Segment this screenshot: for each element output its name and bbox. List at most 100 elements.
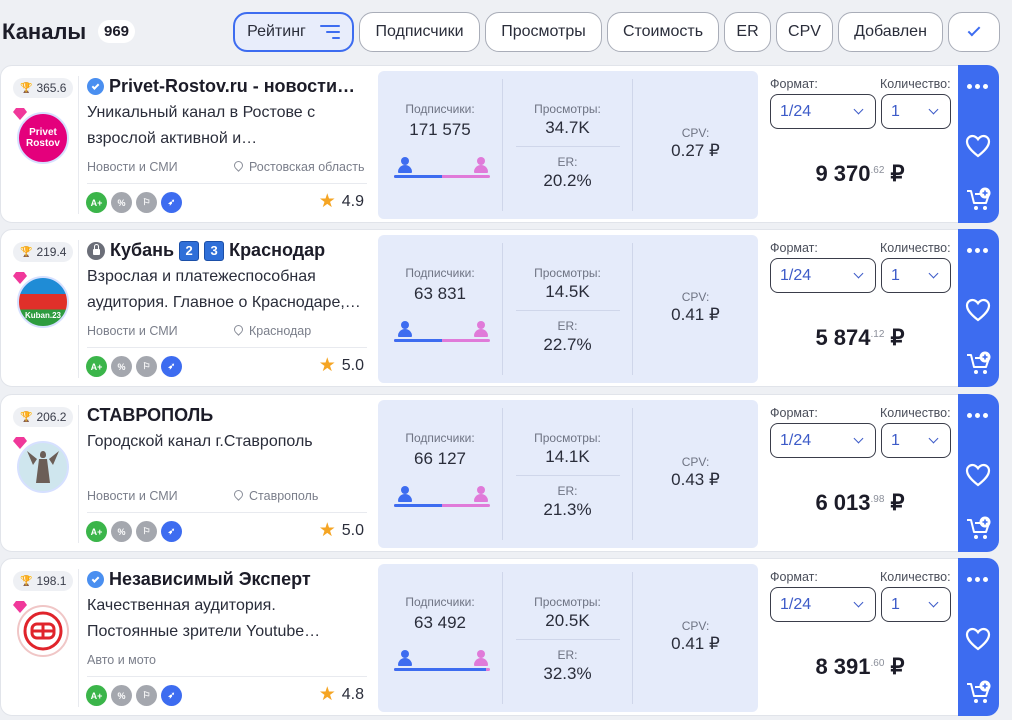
quality-badge-icon[interactable]: A+ — [86, 356, 107, 377]
channel-score: ★ 5.0 — [319, 519, 364, 542]
rocket-badge-icon[interactable]: ➶ — [161, 521, 182, 542]
subscribers-label: Подписчики: — [405, 102, 475, 116]
male-icon — [398, 321, 412, 337]
add-to-cart-icon[interactable] — [966, 187, 992, 213]
views-value: 14.1K — [545, 447, 590, 466]
views-value: 20.5K — [545, 611, 590, 630]
discount-badge-icon[interactable]: % — [111, 356, 132, 377]
chevron-down-icon — [928, 104, 939, 115]
channel-score: ★ 5.0 — [319, 354, 364, 377]
card-actions — [958, 229, 999, 387]
star-icon: ★ — [318, 684, 336, 705]
sort-cpv-button[interactable]: CPV — [776, 12, 833, 52]
format-select[interactable]: 1/24 — [770, 587, 876, 622]
sort-price-button[interactable]: Стоимость — [607, 12, 719, 52]
format-select[interactable]: 1/24 — [770, 258, 876, 293]
sort-added-button[interactable]: Добавлен — [838, 12, 943, 52]
format-value: 1/24 — [780, 595, 812, 613]
er-label: ER: — [557, 484, 578, 498]
channel-score: ★ 4.9 — [319, 190, 364, 213]
quality-badge-icon[interactable]: A+ — [86, 685, 107, 706]
location-icon — [233, 490, 244, 503]
quantity-select[interactable]: 1 — [881, 423, 951, 458]
channel-card[interactable]: 🏆 206.2 СТАВРОПОЛЬ Городской канал г.Став… — [0, 394, 999, 552]
rocket-badge-icon[interactable]: ➶ — [161, 356, 182, 377]
channel-name[interactable]: Кубань 2 3 Краснодар — [87, 240, 325, 261]
channel-card[interactable]: 🏆 219.4 Kuban.23 Кубань 2 3 Краснодар Взросл… — [0, 229, 999, 387]
quantity-label: Количество: — [880, 570, 951, 584]
add-to-cart-icon[interactable] — [966, 516, 992, 542]
quality-badge-icon[interactable]: A+ — [86, 521, 107, 542]
quantity-label: Количество: — [880, 77, 951, 91]
cpv-value: 0.41 ₽ — [671, 305, 720, 324]
format-value: 1/24 — [780, 102, 812, 120]
handshake-badge-icon[interactable]: ⚐ — [136, 685, 157, 706]
add-to-cart-icon[interactable] — [966, 680, 992, 706]
discount-badge-icon[interactable]: % — [111, 521, 132, 542]
quantity-select[interactable]: 1 — [881, 258, 951, 293]
sort-er-button[interactable]: ER — [724, 12, 771, 52]
channel-name[interactable]: Privet-Rostov.ru - новости… — [87, 76, 355, 97]
format-select[interactable]: 1/24 — [770, 94, 876, 129]
channel-description: Качественная аудитория. Постоянные зрите… — [87, 597, 321, 640]
discount-badge-icon[interactable]: % — [111, 192, 132, 213]
channel-name-text: Краснодар — [229, 240, 326, 260]
channel-stats: Подписчики: 63 492 Просмотры: 20.5K ER: … — [378, 564, 758, 712]
avatar[interactable] — [17, 441, 69, 493]
price: 5 874.12 ₽ — [770, 325, 950, 351]
cpv-label: CPV: — [681, 619, 710, 633]
feature-badges: A+ % ⚐ ➶ — [86, 685, 182, 706]
more-icon[interactable] — [967, 413, 988, 418]
subscribers-value: 66 127 — [414, 449, 466, 468]
divider — [78, 569, 79, 707]
rocket-badge-icon[interactable]: ➶ — [161, 192, 182, 213]
add-to-cart-icon[interactable] — [966, 351, 992, 377]
sort-subscribers-button[interactable]: Подписчики — [359, 12, 480, 52]
channel-card[interactable]: 🏆 365.6 Privet Rostov Privet-Rostov.ru - … — [0, 65, 999, 223]
avatar[interactable]: Privet Rostov — [17, 112, 69, 164]
channels-count-badge: 969 — [98, 20, 136, 43]
check-icon — [967, 23, 981, 37]
channel-name[interactable]: СТАВРОПОЛЬ — [87, 405, 213, 426]
format-label: Формат: — [770, 241, 818, 255]
rating-badge: 🏆 206.2 — [13, 407, 74, 427]
avatar[interactable]: Kuban.23 — [17, 276, 69, 328]
quantity-select[interactable]: 1 — [881, 587, 951, 622]
channel-name[interactable]: Независимый Эксперт — [87, 569, 311, 590]
heart-icon[interactable] — [965, 463, 991, 487]
more-icon[interactable] — [967, 248, 988, 253]
heart-icon[interactable] — [965, 134, 991, 158]
handshake-badge-icon[interactable]: ⚐ — [136, 521, 157, 542]
subscribers-value: 63 831 — [414, 284, 466, 303]
more-icon[interactable] — [967, 577, 988, 582]
gender-ratio — [394, 321, 490, 343]
quality-badge-icon[interactable]: A+ — [86, 192, 107, 213]
rocket-badge-icon[interactable]: ➶ — [161, 685, 182, 706]
channel-card[interactable]: 🏆 198.1 Независимый Эксперт Качественная … — [0, 558, 999, 716]
avatar[interactable] — [17, 605, 69, 657]
heart-icon[interactable] — [965, 298, 991, 322]
more-icon[interactable] — [967, 84, 988, 89]
chevron-down-icon — [853, 104, 864, 115]
female-icon — [474, 321, 488, 337]
divider — [87, 347, 367, 348]
price-cents: .60 — [870, 658, 885, 669]
sort-rating-button[interactable]: Рейтинг — [233, 12, 354, 52]
discount-badge-icon[interactable]: % — [111, 685, 132, 706]
sort-views-button[interactable]: Просмотры — [485, 12, 602, 52]
quantity-select[interactable]: 1 — [881, 94, 951, 129]
price-cents: .62 — [870, 165, 885, 176]
channel-region: Ставрополь — [233, 489, 318, 503]
angel-statue-icon — [27, 451, 59, 483]
handshake-badge-icon[interactable]: ⚐ — [136, 192, 157, 213]
chevron-down-icon — [853, 433, 864, 444]
er-value: 22.7% — [543, 335, 592, 354]
cpv-value: 0.41 ₽ — [671, 634, 720, 653]
handshake-badge-icon[interactable]: ⚐ — [136, 356, 157, 377]
diamond-icon — [13, 272, 27, 284]
heart-icon[interactable] — [965, 627, 991, 651]
quantity-value: 1 — [891, 102, 900, 120]
quantity-value: 1 — [891, 266, 900, 284]
select-all-button[interactable] — [948, 12, 1000, 52]
format-select[interactable]: 1/24 — [770, 423, 876, 458]
